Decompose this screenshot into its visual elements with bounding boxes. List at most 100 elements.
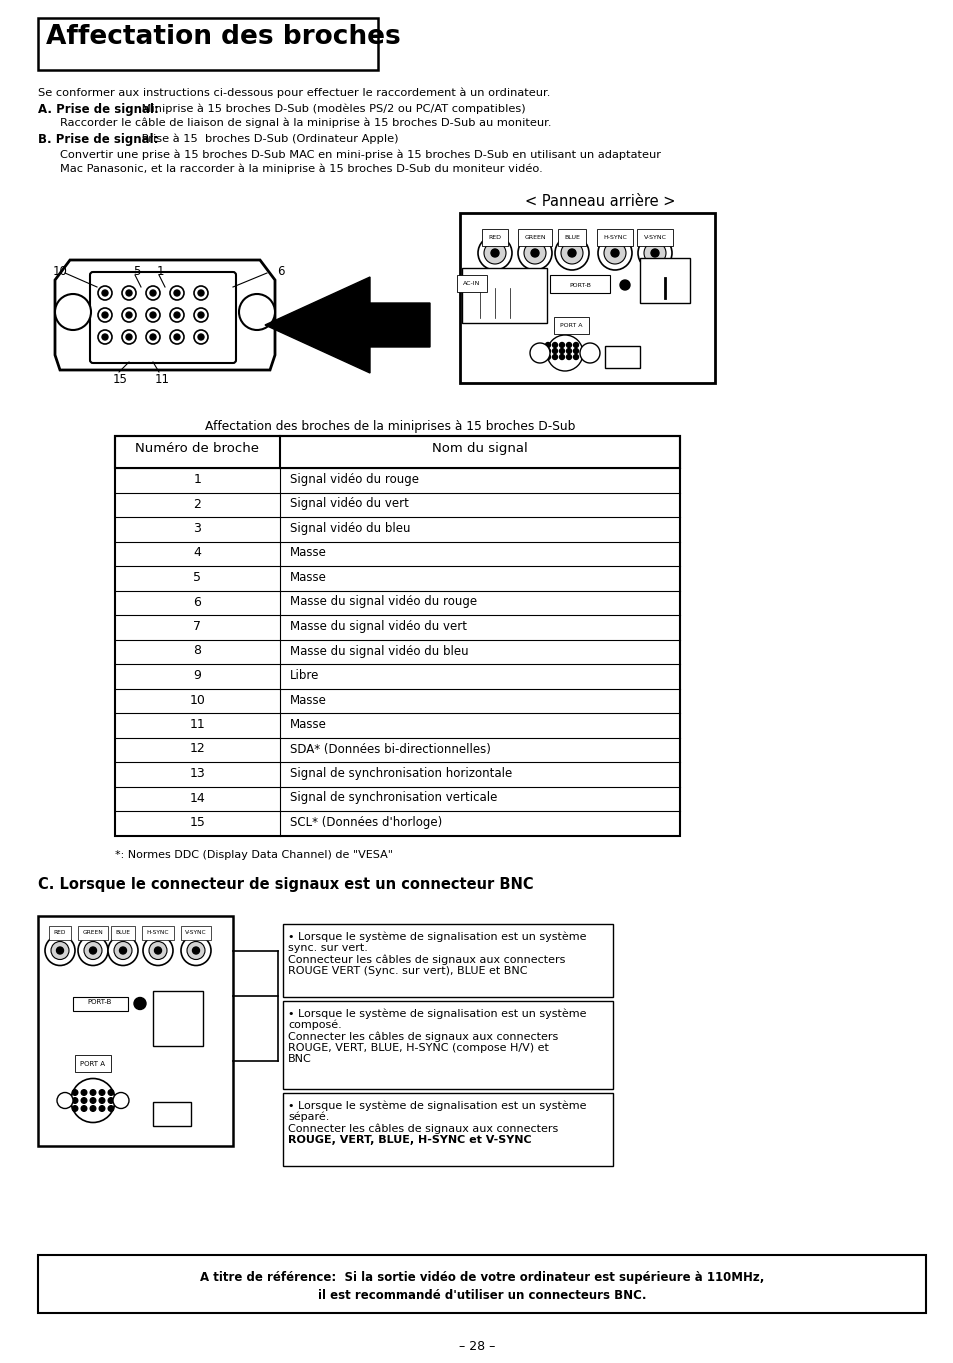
Circle shape bbox=[113, 942, 132, 960]
Polygon shape bbox=[55, 260, 274, 369]
Circle shape bbox=[603, 243, 625, 264]
Text: – 28 –: – 28 – bbox=[458, 1340, 495, 1353]
Text: H-SYNC: H-SYNC bbox=[147, 931, 169, 935]
Text: ROUGE VERT (Sync. sur vert), BLUE et BNC: ROUGE VERT (Sync. sur vert), BLUE et BNC bbox=[288, 966, 527, 976]
Text: SDA* (Données bi-directionnelles): SDA* (Données bi-directionnelles) bbox=[290, 743, 491, 755]
Text: < Panneau arrière >: < Panneau arrière > bbox=[524, 194, 675, 209]
Text: Raccorder le câble de liaison de signal à la miniprise à 15 broches D-Sub au mon: Raccorder le câble de liaison de signal … bbox=[60, 119, 551, 128]
Circle shape bbox=[112, 1093, 129, 1108]
Circle shape bbox=[567, 249, 576, 258]
Circle shape bbox=[552, 354, 557, 360]
Text: *: Normes DDC (Display Data Channel) de "VESA": *: Normes DDC (Display Data Channel) de … bbox=[115, 849, 393, 860]
Text: A titre de référence:  Si la sortie vidéo de votre ordinateur est supérieure à 1: A titre de référence: Si la sortie vidéo… bbox=[199, 1272, 763, 1284]
Circle shape bbox=[122, 330, 136, 343]
Text: Affectation des broches: Affectation des broches bbox=[46, 25, 400, 50]
Text: 14: 14 bbox=[190, 792, 205, 804]
Circle shape bbox=[102, 312, 108, 318]
Text: AC-IN: AC-IN bbox=[462, 281, 480, 286]
Circle shape bbox=[173, 290, 180, 296]
Text: Connecter les câbles de signaux aux connecters: Connecter les câbles de signaux aux conn… bbox=[288, 1123, 558, 1134]
Circle shape bbox=[198, 312, 204, 318]
Text: 12: 12 bbox=[190, 743, 205, 755]
Text: Signal vidéo du vert: Signal vidéo du vert bbox=[290, 497, 409, 511]
Circle shape bbox=[193, 947, 199, 954]
Text: GREEN: GREEN bbox=[83, 931, 103, 935]
Circle shape bbox=[643, 243, 665, 264]
Text: Signal de synchronisation horizontale: Signal de synchronisation horizontale bbox=[290, 767, 512, 780]
Circle shape bbox=[90, 947, 96, 954]
Circle shape bbox=[193, 286, 208, 300]
Circle shape bbox=[51, 942, 69, 960]
Circle shape bbox=[530, 343, 550, 363]
Text: Mac Panasonic, et la raccorder à la miniprise à 15 broches D-Sub du moniteur vid: Mac Panasonic, et la raccorder à la mini… bbox=[60, 164, 542, 174]
Circle shape bbox=[133, 998, 146, 1010]
Circle shape bbox=[146, 286, 160, 300]
Text: GREEN: GREEN bbox=[523, 234, 545, 240]
Text: composé.: composé. bbox=[288, 1020, 341, 1030]
Bar bbox=[38, 18, 377, 70]
Circle shape bbox=[573, 354, 578, 360]
Circle shape bbox=[239, 294, 274, 330]
Text: 6: 6 bbox=[193, 596, 201, 608]
Text: Masse: Masse bbox=[290, 694, 327, 706]
Circle shape bbox=[573, 342, 578, 348]
Circle shape bbox=[56, 947, 64, 954]
Circle shape bbox=[491, 249, 498, 258]
Circle shape bbox=[126, 312, 132, 318]
Text: Nom du signal: Nom du signal bbox=[432, 442, 527, 455]
Bar bbox=[283, 1000, 613, 1089]
Circle shape bbox=[198, 290, 204, 296]
Circle shape bbox=[108, 1089, 113, 1096]
Circle shape bbox=[638, 236, 671, 270]
Circle shape bbox=[555, 236, 588, 270]
FancyBboxPatch shape bbox=[90, 273, 235, 363]
Bar bbox=[283, 1093, 613, 1165]
Circle shape bbox=[72, 1097, 78, 1103]
Text: Masse: Masse bbox=[290, 718, 327, 731]
Circle shape bbox=[483, 243, 505, 264]
Text: Libre: Libre bbox=[290, 669, 319, 682]
Text: 13: 13 bbox=[190, 767, 205, 780]
Text: il est recommandé d'utiliser un connecteurs BNC.: il est recommandé d'utiliser un connecte… bbox=[317, 1289, 645, 1302]
Circle shape bbox=[187, 942, 205, 960]
Circle shape bbox=[558, 342, 564, 348]
Circle shape bbox=[650, 249, 659, 258]
Circle shape bbox=[198, 334, 204, 339]
Circle shape bbox=[146, 330, 160, 343]
Circle shape bbox=[122, 286, 136, 300]
Circle shape bbox=[619, 279, 629, 290]
Circle shape bbox=[149, 942, 167, 960]
Circle shape bbox=[566, 342, 571, 348]
Bar bbox=[115, 436, 679, 468]
Circle shape bbox=[72, 1089, 78, 1096]
Circle shape bbox=[98, 308, 112, 322]
Text: Connecteur les câbles de signaux aux connecters: Connecteur les câbles de signaux aux con… bbox=[288, 954, 565, 965]
Bar bbox=[459, 213, 714, 383]
Circle shape bbox=[610, 249, 618, 258]
Circle shape bbox=[566, 354, 571, 360]
Circle shape bbox=[150, 312, 156, 318]
Circle shape bbox=[552, 342, 557, 348]
Bar bbox=[38, 916, 233, 1145]
Bar bbox=[152, 1101, 191, 1126]
Circle shape bbox=[531, 249, 538, 258]
Circle shape bbox=[146, 308, 160, 322]
Text: BLUE: BLUE bbox=[115, 931, 131, 935]
Text: A. Prise de signal:: A. Prise de signal: bbox=[38, 104, 159, 116]
Circle shape bbox=[98, 286, 112, 300]
Text: Miniprise à 15 broches D-Sub (modèles PS/2 ou PC/AT compatibles): Miniprise à 15 broches D-Sub (modèles PS… bbox=[138, 104, 525, 113]
Circle shape bbox=[558, 354, 564, 360]
Circle shape bbox=[566, 349, 571, 353]
Text: Signal vidéo du bleu: Signal vidéo du bleu bbox=[290, 522, 410, 536]
Circle shape bbox=[150, 290, 156, 296]
Bar bbox=[550, 275, 609, 293]
Circle shape bbox=[170, 330, 184, 343]
Text: séparé.: séparé. bbox=[288, 1112, 329, 1123]
Circle shape bbox=[55, 294, 91, 330]
Text: 9: 9 bbox=[193, 669, 201, 682]
Circle shape bbox=[173, 312, 180, 318]
Circle shape bbox=[108, 935, 138, 965]
Text: PORT-B: PORT-B bbox=[569, 284, 590, 288]
Text: 3: 3 bbox=[193, 522, 201, 536]
Text: 10: 10 bbox=[190, 694, 205, 706]
